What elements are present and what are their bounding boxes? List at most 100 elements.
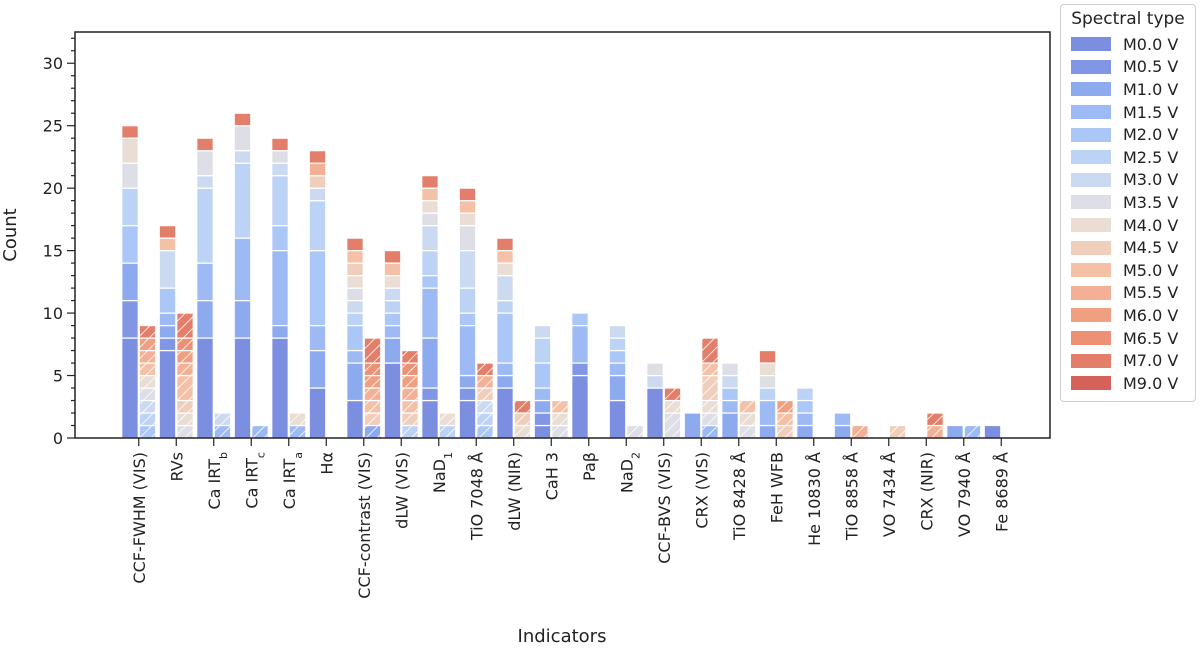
x-tick-label: CCF-contrast (VIS) (355, 452, 374, 599)
bar-segment (346, 237, 364, 252)
bar-segment (308, 187, 327, 202)
legend-swatch (1071, 285, 1111, 300)
bar-segment (496, 387, 514, 439)
legend-swatch (1071, 82, 1111, 97)
x-tick-label: NaD1 (430, 452, 455, 493)
legend-swatch (1071, 127, 1111, 142)
bar-segment (383, 362, 402, 439)
bar-hatch (364, 388, 381, 401)
bar-hatch (551, 400, 569, 414)
x-tick-label: dLW (VIS) (392, 452, 411, 529)
bar-segment (421, 399, 439, 439)
bar-segment (721, 399, 739, 414)
legend-label: M3.5 V (1123, 192, 1179, 212)
bar-hatch (701, 375, 719, 401)
x-tick-label: VO 7940 Å (955, 452, 974, 537)
x-tick-label: RVs (167, 452, 186, 482)
bar-segment (833, 412, 852, 427)
legend: Spectral type M0.0 V M0.5 V M1.0 V M1.5 V M2… (1060, 4, 1196, 402)
x-tick-label: FeH WFB (767, 452, 786, 523)
bar-segment (608, 324, 627, 339)
legend-label: M6.5 V (1123, 328, 1179, 348)
bar-hatch (364, 413, 381, 426)
bar-segment (608, 349, 627, 364)
bar-segment (346, 262, 364, 277)
bar-segment (458, 200, 477, 214)
bar-segment (421, 287, 439, 339)
bar-hatch (889, 425, 906, 438)
bar-segment (233, 125, 252, 152)
bar-segment (271, 175, 289, 227)
bar-hatch (926, 413, 944, 426)
legend-label: M1.0 V (1123, 79, 1179, 99)
bar-segment (646, 362, 664, 377)
bar-hatch (139, 363, 156, 376)
bar-segment (196, 337, 214, 439)
bar-segment (496, 250, 514, 264)
bar-segment (158, 312, 177, 327)
bar-hatch (476, 400, 494, 414)
legend-label: M2.5 V (1123, 147, 1179, 167)
bar-segment (233, 150, 252, 164)
bar-segment (533, 337, 552, 364)
bar-hatch (289, 413, 306, 426)
bar-segment (383, 337, 402, 364)
bar-segment (346, 250, 364, 264)
x-tick-label: TiO 8858 Å (842, 452, 861, 541)
bar-segment (346, 349, 364, 364)
bar-hatch (139, 338, 156, 351)
legend-swatch (1071, 59, 1111, 74)
bar-segment (196, 299, 214, 339)
bar-segment (608, 362, 627, 377)
bar-segment (533, 324, 552, 339)
bar-segment (121, 225, 139, 264)
bar-hatch (439, 413, 456, 426)
bar-segment (158, 349, 177, 439)
legend-title: Spectral type (1071, 9, 1185, 29)
bar-segment (383, 312, 402, 327)
bar-hatch (476, 425, 494, 438)
bar-hatch (514, 400, 531, 414)
bar-segment (458, 312, 477, 327)
bar-segment (421, 187, 439, 202)
bar-segment (458, 287, 477, 314)
bar-hatch (476, 363, 494, 376)
bars-layer (121, 112, 1002, 439)
bar-hatch (139, 375, 156, 389)
bar-segment (121, 262, 139, 302)
legend-item: M0.0 V (1061, 33, 1195, 56)
bar-hatch (701, 425, 719, 438)
bar-hatch (664, 413, 681, 438)
bar-segment (121, 137, 139, 164)
bar-hatch (176, 350, 194, 364)
bar-segment (121, 299, 139, 339)
bar-hatch (739, 413, 756, 426)
legend-label: M7.0 V (1123, 351, 1179, 371)
bar-segment (758, 424, 777, 439)
bar-segment (383, 250, 402, 264)
legend-item: M6.5 V (1061, 327, 1195, 350)
x-tick-label: Fe 8689 Å (992, 452, 1011, 532)
bar-segment (421, 337, 439, 389)
bar-hatch (701, 363, 719, 376)
legend-item: M3.0 V (1061, 169, 1195, 192)
bar-segment (346, 287, 364, 302)
bar-hatch (214, 425, 231, 438)
bar-hatch (251, 425, 269, 438)
bar-segment (421, 225, 439, 252)
legend-items: M0.0 V M0.5 V M1.0 V M1.5 V M2.0 V M2.5 V M3.0… (1061, 33, 1195, 395)
legend-label: M5.5 V (1123, 283, 1179, 303)
legend-item: M9.0 V (1061, 372, 1195, 395)
bar-segment (346, 324, 364, 352)
bar-hatch (364, 363, 381, 376)
legend-item: M4.0 V (1061, 214, 1195, 237)
legend-item: M4.5 V (1061, 236, 1195, 259)
legend-label: M4.0 V (1123, 215, 1179, 235)
x-tick-label: CCF-BVS (VIS) (655, 452, 674, 564)
bar-segment (496, 312, 514, 364)
bar-hatch (439, 425, 456, 438)
bar-segment (421, 250, 439, 277)
bar-hatch (701, 413, 719, 426)
bar-segment (383, 299, 402, 314)
bar-segment (421, 175, 439, 189)
